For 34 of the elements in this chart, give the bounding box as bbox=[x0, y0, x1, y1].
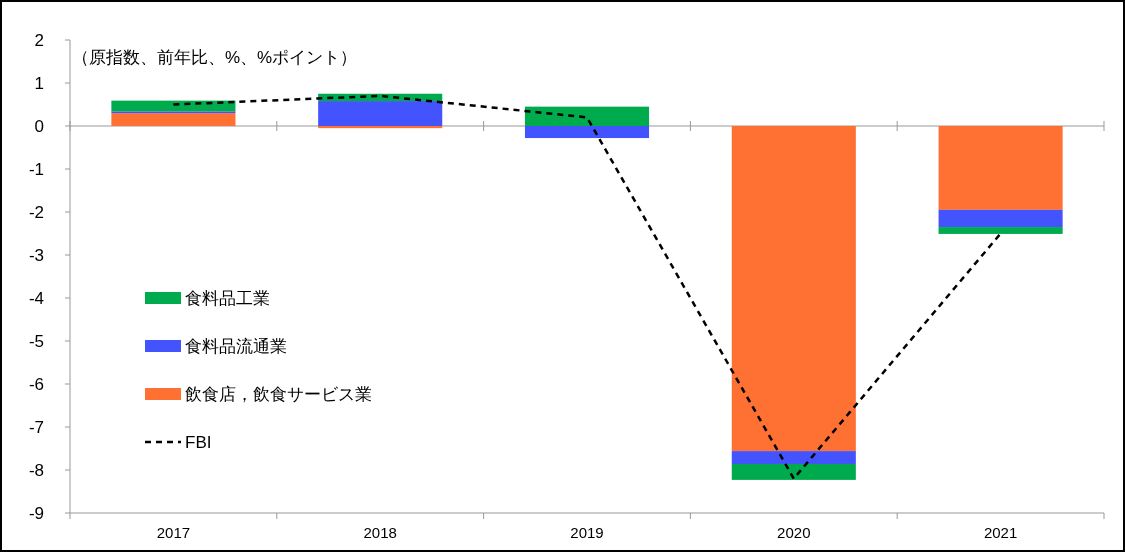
bar bbox=[938, 126, 1063, 210]
line-series bbox=[172, 94, 1002, 480]
x-tick-label: 2019 bbox=[570, 524, 604, 541]
y-tick-label: -9 bbox=[28, 504, 44, 523]
y-tick-label: -1 bbox=[28, 160, 44, 179]
legend-label: FBI bbox=[185, 433, 212, 452]
y-tick-label: -7 bbox=[28, 418, 44, 437]
y-tick-label: -2 bbox=[28, 203, 44, 222]
y-axis-title: （原指数、前年比、%、%ポイント） bbox=[72, 48, 358, 68]
bar bbox=[731, 463, 856, 480]
x-tick-label: 2018 bbox=[363, 524, 397, 541]
bar bbox=[731, 126, 856, 452]
bar bbox=[938, 209, 1063, 228]
bar bbox=[524, 106, 650, 126]
x-tick-label: 2020 bbox=[777, 524, 811, 541]
x-tick-label: 2021 bbox=[983, 524, 1018, 541]
bar bbox=[938, 227, 1063, 234]
bar bbox=[731, 451, 856, 464]
legend-label: 食料品流通業 bbox=[185, 337, 287, 356]
y-tick-label: -3 bbox=[28, 246, 44, 265]
x-tick-label: 2017 bbox=[156, 524, 191, 541]
y-tick-label: -6 bbox=[28, 375, 44, 394]
legend-label: 食料品工業 bbox=[185, 289, 270, 308]
legend-label: 飲食店，飲食サービス業 bbox=[185, 385, 372, 404]
bar bbox=[318, 101, 443, 126]
y-tick-label: -4 bbox=[28, 289, 44, 308]
bar bbox=[524, 126, 650, 139]
y-tick-label: 2 bbox=[34, 31, 44, 50]
bar bbox=[318, 126, 443, 129]
y-tick-label: 0 bbox=[34, 117, 44, 136]
y-tick-label: -8 bbox=[28, 461, 44, 480]
y-tick-label: 1 bbox=[34, 74, 44, 93]
y-tick-label: -5 bbox=[28, 332, 44, 351]
bar bbox=[111, 113, 236, 126]
